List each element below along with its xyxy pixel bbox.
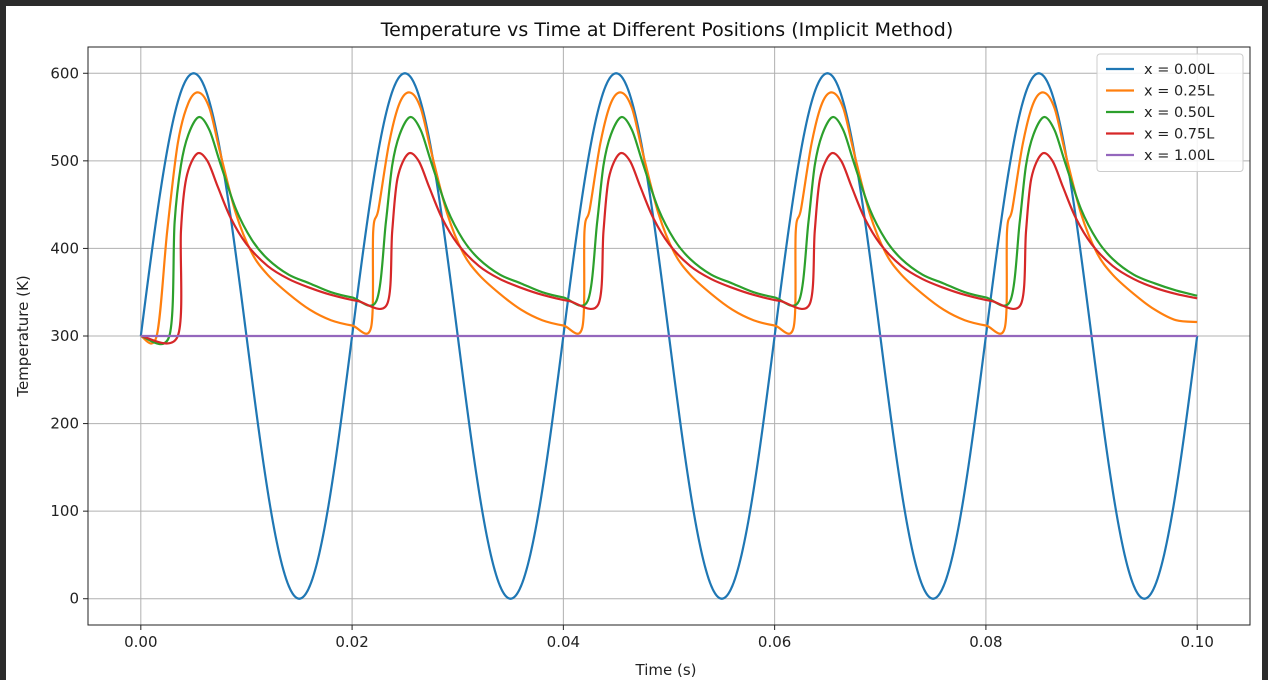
x-tick-label: 0.00 [124, 633, 157, 651]
legend-label: x = 0.25L [1144, 84, 1214, 100]
legend: x = 0.00L x = 0.25L x = 0.50L x = 0.75L x = … [1096, 53, 1244, 172]
legend-label: x = 0.50L [1144, 105, 1214, 121]
chart-title: Temperature vs Time at Different Positio… [380, 19, 954, 41]
x-tick-label: 0.06 [758, 633, 791, 651]
series-line [140, 115, 1198, 346]
x-tick-label: 0.10 [1180, 633, 1213, 651]
legend-label: x = 1.00L [1144, 148, 1214, 164]
x-tick-label: 0.02 [335, 633, 368, 651]
y-axis-label: Temperature (K) [14, 275, 32, 397]
line-chart: Temperature vs Time at Different Positio… [14, 19, 1251, 679]
y-tick-label: 400 [50, 239, 79, 257]
series-lines [139, 72, 1199, 600]
y-tick-label: 100 [50, 502, 79, 520]
y-tick-label: 300 [50, 327, 79, 345]
legend-label: x = 0.75L [1144, 127, 1214, 143]
axis-ticks: 0.00 0.02 0.04 0.06 0.08 0.10 0 100 200 300 400 500… [50, 64, 1214, 651]
legend-box [1096, 53, 1244, 172]
chart-figure: Temperature vs Time at Different Positio… [6, 6, 1262, 680]
x-tick-label: 0.04 [547, 633, 580, 651]
x-tick-label: 0.08 [969, 633, 1002, 651]
x-axis-label: Time (s) [635, 661, 697, 679]
y-tick-label: 0 [69, 590, 79, 608]
series-line [140, 91, 1198, 345]
y-tick-label: 200 [50, 415, 79, 433]
series-line [140, 151, 1198, 345]
y-tick-label: 500 [50, 152, 79, 170]
y-tick-label: 600 [50, 64, 79, 82]
legend-label: x = 0.00L [1144, 62, 1214, 78]
